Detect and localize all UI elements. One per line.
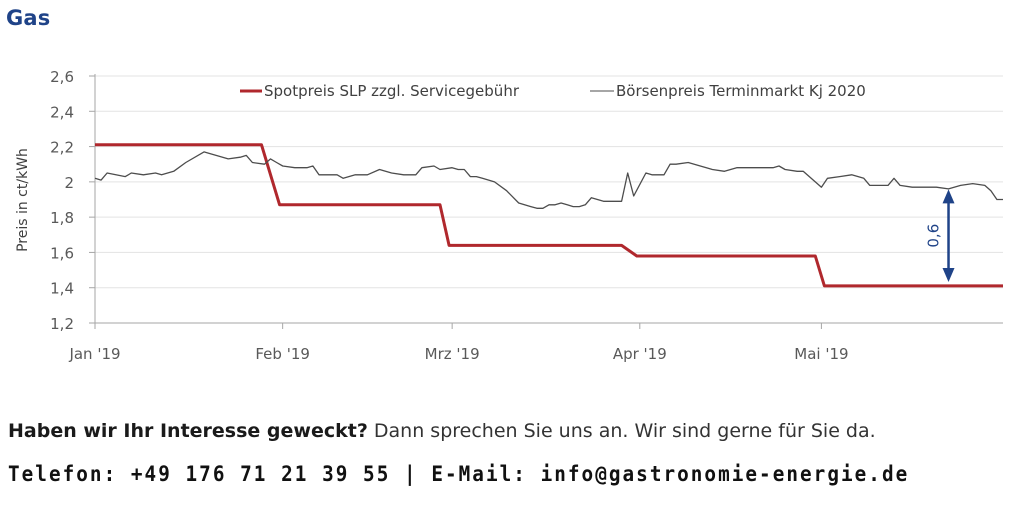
y-axis-label: Preis in ct/kWh (15, 148, 31, 252)
x-axis-ticks: Jan '19 Feb '19 Mrz '19 Apr '19 Mai '19 (68, 323, 849, 363)
y-tick-label: 1,8 (50, 209, 74, 227)
y-tick-label: 2,2 (50, 139, 74, 157)
annotation-label: 0,6 (925, 224, 943, 248)
x-tick-label: Mai '19 (794, 345, 848, 363)
y-tick-label: 1,2 (50, 315, 74, 333)
y-tick-label: 2,6 (50, 68, 74, 86)
price-chart: 1,2 1,4 1,6 1,8 2 2,2 2,4 2,6 Jan '19 Feb '19 Mrz… (15, 68, 1003, 363)
x-tick-label: Apr '19 (613, 345, 667, 363)
x-tick-label: Mrz '19 (425, 345, 480, 363)
x-tick-label: Jan '19 (68, 345, 120, 363)
grid-lines (95, 75, 1003, 289)
contact-line: Telefon: +49 176 71 21 39 55 | E-Mail: i… (8, 462, 910, 486)
x-tick-label: Feb '19 (255, 345, 310, 363)
legend: Spotpreis SLP zzgl. Servicegebühr Börsen… (240, 82, 866, 100)
annotation-arrow-head-down (942, 267, 955, 282)
y-tick-label: 1,4 (50, 280, 74, 298)
series-line-spotpreis (95, 143, 1003, 288)
series-line-boersenpreis (94, 151, 1003, 209)
y-axis-ticks: 1,2 1,4 1,6 1,8 2 2,2 2,4 2,6 (50, 68, 95, 333)
legend-label-boersenpreis: Börsenpreis Terminmarkt Kj 2020 (616, 82, 866, 100)
cta-bold: Haben wir Ihr Interesse geweckt? (8, 420, 368, 442)
y-tick-label: 2,4 (50, 103, 74, 121)
chart-title: Gas (6, 6, 51, 30)
cta-rest: Dann sprechen Sie uns an. Wir sind gerne… (367, 420, 876, 442)
y-tick-label: 2 (64, 174, 74, 192)
series-group (94, 143, 1003, 288)
y-tick-label: 1,6 (50, 244, 74, 262)
call-to-action: Haben wir Ihr Interesse geweckt? Dann sp… (8, 420, 876, 442)
spread-annotation: 0,6 (925, 189, 955, 282)
annotation-arrow-head-up (942, 189, 955, 204)
legend-label-spotpreis: Spotpreis SLP zzgl. Servicegebühr (264, 82, 520, 100)
